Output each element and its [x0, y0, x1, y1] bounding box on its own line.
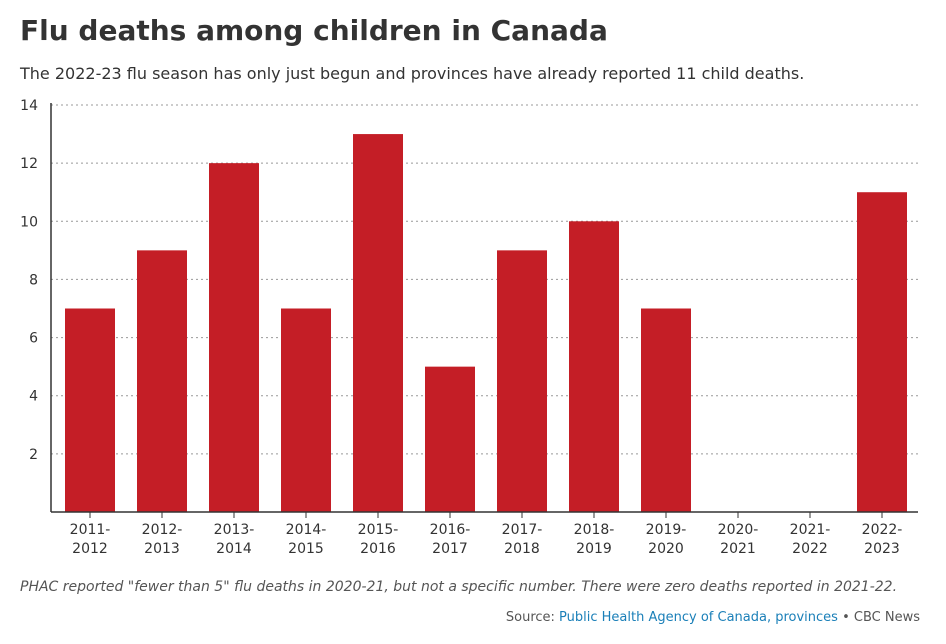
y-tick-label: 12: [20, 156, 38, 172]
x-tick-label: 2019: [576, 541, 612, 557]
y-tick-label: 6: [29, 331, 38, 347]
x-tick-label: 2012-: [142, 522, 183, 538]
x-tick-label: 2020: [648, 541, 684, 557]
bar: [425, 366, 475, 512]
bar: [641, 308, 691, 512]
bar: [569, 221, 619, 513]
x-tick-label: 2022: [792, 541, 828, 557]
bar-chart: 2 4 6 8 10 12 14 2011- 2012 2012- 2013 2013- 2014 201…: [20, 98, 918, 557]
x-tick-label: 2013: [144, 541, 180, 557]
x-tick-label: 2018: [504, 541, 540, 557]
x-tick-label: 2019-: [646, 522, 687, 538]
x-tick-label: 2018-: [574, 522, 615, 538]
x-tick-label: 2012: [72, 541, 108, 557]
x-tick-label: 2015: [288, 541, 324, 557]
x-tick-label: 2015-: [358, 522, 399, 538]
x-tick-label: 2013-: [214, 522, 255, 538]
x-tick-label: 2016: [360, 541, 396, 557]
bar: [497, 250, 547, 512]
x-tick-label: 2017: [432, 541, 468, 557]
footnote: PHAC reported "fewer than 5" flu deaths …: [20, 579, 898, 595]
chart-title: Flu deaths among children in Canada: [20, 14, 608, 47]
x-tick-label: 2011-: [70, 522, 111, 538]
source-prefix: Source:: [505, 610, 560, 625]
y-tick-label: 4: [29, 389, 38, 405]
bar: [353, 134, 403, 513]
y-tick-label: 2: [29, 447, 38, 463]
source-line: Source: Public Health Agency of Canada, …: [506, 610, 920, 625]
bar: [857, 192, 907, 512]
bar: [209, 163, 259, 512]
chart-subtitle: The 2022-23 flu season has only just beg…: [20, 64, 805, 83]
x-tick-label: 2021: [720, 541, 756, 557]
bar: [65, 308, 115, 512]
x-tick-label: 2021-: [790, 522, 831, 538]
bar: [137, 250, 187, 512]
x-tick-label: 2014-: [286, 522, 327, 538]
y-tick-label: 8: [29, 272, 38, 288]
y-tick-label: 14: [20, 98, 38, 114]
x-tick-label: 2014: [216, 541, 252, 557]
x-tick-label: 2020-: [718, 522, 759, 538]
y-tick-label: 10: [20, 214, 38, 230]
x-tick-label: 2023: [864, 541, 900, 557]
bar: [281, 308, 331, 512]
x-tick-label: 2022-: [862, 522, 903, 538]
source-link[interactable]: Public Health Agency of Canada, province…: [559, 610, 838, 625]
x-tick-label: 2016-: [430, 522, 471, 538]
x-tick-label: 2017-: [502, 522, 543, 538]
source-suffix: • CBC News: [837, 610, 920, 625]
